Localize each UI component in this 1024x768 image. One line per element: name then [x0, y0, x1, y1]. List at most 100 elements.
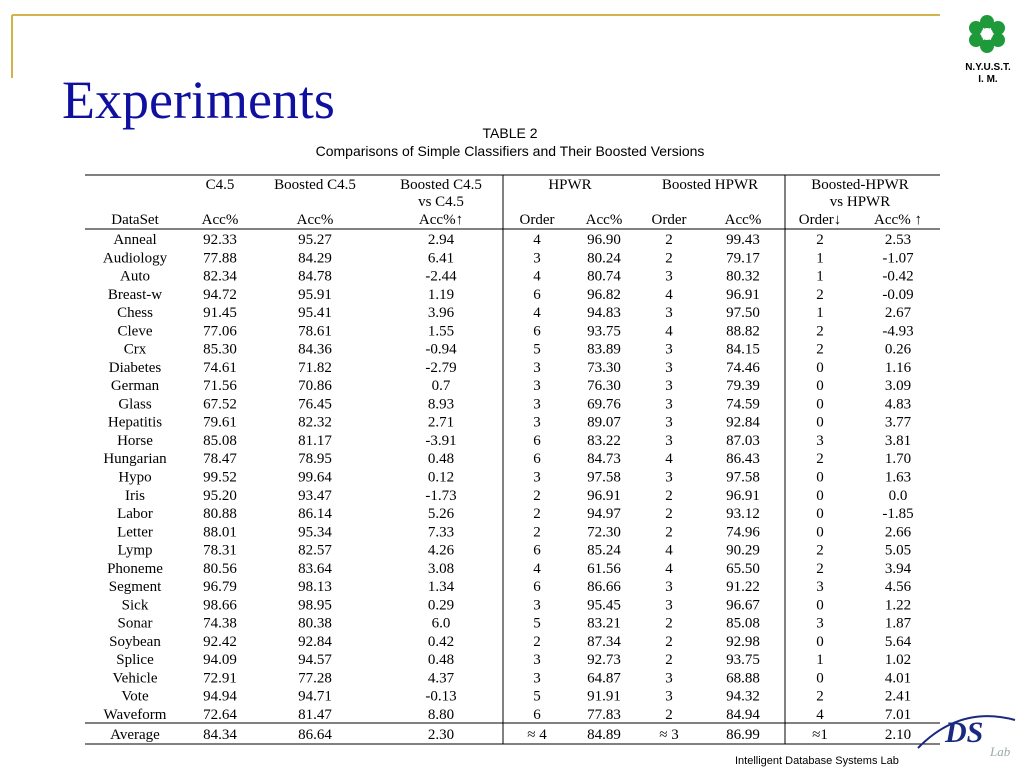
table-cell: 4.37 — [428, 670, 455, 686]
table-cell: 3 — [533, 378, 541, 394]
table-cell: 96.67 — [726, 597, 760, 613]
table-cell: 2 — [816, 451, 824, 467]
dataset-name: Audiology — [103, 250, 168, 266]
table-cell: 2 — [816, 342, 824, 358]
table-cell: 79.39 — [726, 378, 760, 394]
table-cell: 1.70 — [885, 451, 911, 467]
table-cell: 3 — [533, 250, 541, 266]
table-cell: 85.08 — [203, 433, 237, 449]
column-header: Acc%↑ — [419, 212, 463, 228]
table-cell: 3 — [533, 597, 541, 613]
table-cell: 2 — [533, 506, 541, 522]
table-cell: 4 — [816, 707, 824, 723]
table-cell: -1.07 — [882, 250, 914, 266]
header-cell: Boosted C4.5 — [400, 177, 482, 193]
logo-text: I. M. — [978, 74, 998, 85]
table-cell: 8.80 — [428, 707, 454, 723]
table-cell: 74.38 — [203, 616, 237, 632]
table-cell: 0.48 — [428, 652, 454, 668]
table-cell: 3 — [665, 396, 673, 412]
table-cell: 3 — [665, 360, 673, 376]
table-cell: -0.13 — [425, 689, 456, 705]
table-cell: 74.46 — [726, 360, 760, 376]
table-cell: 96.91 — [726, 488, 760, 504]
table-cell: 76.45 — [298, 396, 332, 412]
table-cell: 84.15 — [726, 342, 760, 358]
table-cell: 3 — [533, 470, 541, 486]
dataset-name: Letter — [117, 524, 153, 540]
table-cell: 98.66 — [203, 597, 237, 613]
table-cell: 87.03 — [726, 433, 760, 449]
average-cell: 86.64 — [298, 727, 332, 743]
dataset-name: Sick — [122, 597, 149, 613]
table-cell: 92.33 — [203, 232, 237, 248]
table-cell: 88.01 — [203, 524, 237, 540]
table-cell: 3 — [533, 652, 541, 668]
header-cell: vs HPWR — [830, 194, 890, 210]
table-cell: 1.87 — [885, 616, 912, 632]
table-cell: 80.88 — [203, 506, 237, 522]
table-cell: 94.32 — [726, 689, 760, 705]
table-cell: 69.76 — [587, 396, 621, 412]
table-cell: 80.38 — [298, 616, 332, 632]
column-header: Order — [652, 212, 687, 228]
table-cell: 85.08 — [726, 616, 760, 632]
table-cell: -1.73 — [425, 488, 456, 504]
table-cell: 84.73 — [587, 451, 621, 467]
table-cell: 0.7 — [432, 378, 451, 394]
dataset-name: Anneal — [113, 232, 156, 248]
table-cell: 88.82 — [726, 323, 760, 339]
table-cell: 93.75 — [587, 323, 621, 339]
dataset-name: Splice — [116, 652, 154, 668]
table-cell: 82.34 — [203, 269, 237, 285]
dataset-name: Segment — [109, 579, 162, 595]
table-cell: 84.36 — [298, 342, 332, 358]
table-cell: 80.32 — [726, 269, 760, 285]
table-cell: 4 — [533, 269, 541, 285]
table-cell: 2 — [665, 634, 673, 650]
table-subtitle: Comparisons of Simple Classifiers and Th… — [316, 143, 705, 159]
table-cell: 1.16 — [885, 360, 912, 376]
table-cell: 77.83 — [587, 707, 621, 723]
table-cell: 61.56 — [587, 561, 621, 577]
table-cell: 5 — [533, 689, 541, 705]
table-cell: 2 — [816, 232, 824, 248]
header-cell: HPWR — [548, 177, 591, 193]
table-cell: 2.53 — [885, 232, 911, 248]
dataset-name: Vehicle — [113, 670, 158, 686]
table-cell: 2 — [665, 707, 673, 723]
table-cell: 80.74 — [587, 269, 621, 285]
table-cell: 1.55 — [428, 323, 454, 339]
table-cell: 80.56 — [203, 561, 237, 577]
table-cell: 0 — [816, 634, 824, 650]
table-cell: 3 — [533, 360, 541, 376]
table-cell: 2 — [816, 287, 824, 303]
table-cell: 1.63 — [885, 470, 911, 486]
table-cell: 83.89 — [587, 342, 621, 358]
table-cell: 79.61 — [203, 415, 237, 431]
column-header: Acc% — [586, 212, 623, 228]
table-cell: 80.24 — [587, 250, 621, 266]
average-cell: 2.10 — [885, 727, 911, 743]
table-cell: 5.26 — [428, 506, 455, 522]
table-cell: 93.12 — [726, 506, 760, 522]
table-cell: 95.20 — [203, 488, 237, 504]
table-cell: 0.42 — [428, 634, 454, 650]
table-cell: 1.22 — [885, 597, 911, 613]
dataset-name: Phoneme — [107, 561, 163, 577]
table-cell: 94.72 — [203, 287, 237, 303]
table-cell: 0 — [816, 506, 824, 522]
table-cell: -3.91 — [425, 433, 456, 449]
table-cell: 96.91 — [587, 488, 621, 504]
table-cell: 6 — [533, 433, 541, 449]
dataset-name: Hungarian — [103, 451, 167, 467]
table-cell: 0 — [816, 597, 824, 613]
table-cell: 2 — [816, 323, 824, 339]
table-cell: 90.29 — [726, 543, 760, 559]
table-cell: 76.30 — [587, 378, 621, 394]
table-cell: 74.96 — [726, 524, 760, 540]
table-cell: 2 — [665, 616, 673, 632]
table-cell: 85.30 — [203, 342, 237, 358]
table-cell: 93.47 — [298, 488, 332, 504]
table-cell: 0.29 — [428, 597, 454, 613]
